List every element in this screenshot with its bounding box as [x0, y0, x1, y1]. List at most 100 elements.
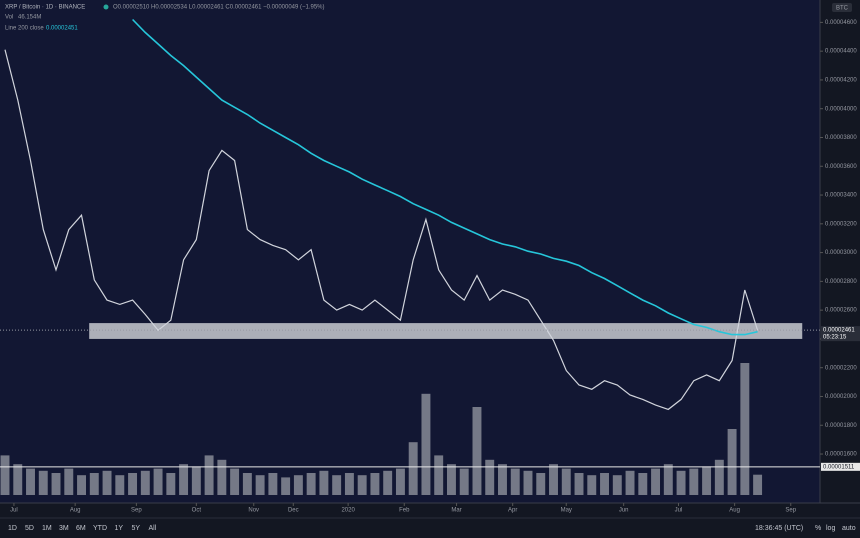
volume-bar [727, 429, 737, 495]
volume-bar [753, 474, 763, 495]
volume-bar [153, 468, 163, 495]
range-button[interactable]: 1Y [115, 525, 124, 532]
volume-bar [625, 470, 635, 495]
range-button[interactable]: 5D [25, 525, 34, 532]
x-tick-label: 2020 [341, 508, 355, 514]
volume-bar [89, 473, 99, 495]
volume-bar [612, 475, 622, 495]
y-tick-label: 0.00002800 [825, 279, 857, 285]
countdown: 05:23:15 [823, 335, 847, 341]
volume-bar [191, 466, 201, 495]
x-tick-label: Sep [785, 508, 796, 514]
option-button[interactable]: log [826, 525, 835, 532]
currency-badge [832, 3, 852, 12]
option-button[interactable]: % [815, 525, 821, 532]
clock: 18:36:45 (UTC) [755, 525, 803, 532]
ma-legend: Line 200 close [5, 26, 44, 32]
volume-bar [77, 475, 86, 495]
volume-bar [510, 468, 520, 495]
volume-bar [204, 455, 214, 495]
y-tick-label: 0.00002200 [825, 365, 857, 371]
price-line [4, 49, 759, 411]
volume-bar [64, 468, 74, 495]
symbol-title: XRP / Bitcoin · 1D · BINANCE [5, 5, 85, 11]
ohlc: O0.00002510 H0.00002534 L0.00002461 C0.0… [113, 5, 325, 11]
currency: BTC [836, 6, 849, 12]
range-button[interactable]: YTD [93, 525, 107, 532]
hline-label: 0.00001511 [823, 464, 855, 470]
volume-bar [651, 468, 661, 495]
volume-bar [344, 473, 354, 495]
volume-bar [26, 468, 35, 495]
support-zone [89, 323, 803, 339]
volume-bar [255, 475, 265, 495]
x-tick-label: Apr [508, 508, 517, 514]
volume-bar [306, 473, 316, 495]
volume-bar [319, 470, 329, 495]
y-tick-label: 0.00004600 [825, 20, 857, 26]
y-tick-label: 0.00003400 [825, 193, 857, 199]
status-dot [103, 4, 109, 10]
volume-bar [332, 475, 342, 495]
volume-bar [446, 464, 456, 495]
x-tick-label: Dec [288, 508, 299, 514]
volume-bar [293, 475, 303, 495]
range-button[interactable]: 5Y [132, 525, 141, 532]
volume-bar [638, 473, 648, 495]
volume-bar [536, 473, 546, 495]
volume-bar [38, 470, 48, 495]
volume-bar [421, 393, 431, 495]
y-tick-label: 0.00001800 [825, 423, 857, 429]
volume-bar [357, 475, 367, 495]
x-tick-label: Aug [70, 508, 81, 514]
y-tick-label: 0.00003000 [825, 250, 857, 256]
y-tick-label: 0.00002600 [825, 308, 857, 314]
volume-bar [179, 464, 189, 495]
volume-bar [714, 459, 724, 495]
range-button[interactable]: All [149, 525, 157, 532]
volume-bar [217, 459, 227, 495]
volume-bar [434, 455, 444, 495]
range-button[interactable]: 1D [8, 525, 17, 532]
volume-bar [128, 473, 138, 495]
volume-bar [370, 473, 380, 495]
range-button[interactable]: 3M [59, 525, 69, 532]
x-tick-label: Nov [248, 508, 259, 514]
y-tick-label: 0.00003600 [825, 164, 857, 170]
y-tick-label: 0.00003200 [825, 221, 857, 227]
volume-legend: Vol [5, 15, 13, 21]
range-button[interactable]: 6M [76, 525, 86, 532]
last-price-label: 0.00002461 [823, 328, 855, 334]
volume-bar [395, 468, 405, 495]
y-tick-label: 0.00004000 [825, 106, 857, 112]
volume-bar [600, 473, 609, 495]
y-tick-label: 0.00004200 [825, 78, 857, 84]
volume-bar [523, 470, 533, 495]
volume-bar [676, 470, 686, 495]
x-tick-label: Oct [192, 508, 202, 514]
volume-legend-value: 46.154M [18, 15, 41, 21]
option-button[interactable]: auto [842, 525, 856, 532]
plot-area [0, 0, 820, 503]
volume-bar [459, 468, 469, 495]
volume-bar [498, 464, 507, 495]
volume-bar [549, 464, 558, 495]
volume-bar [702, 466, 712, 495]
x-tick-label: Jul [10, 508, 18, 514]
x-tick-label: Sep [131, 508, 142, 514]
volume-bar [587, 475, 597, 495]
volume-bar [230, 468, 240, 495]
range-button[interactable]: 1M [42, 525, 52, 532]
y-tick-label: 0.00001600 [825, 452, 857, 458]
toolbar: 1D 5D 1M 3M 6M YTD 1Y 5Y All 18:36:45 (UTC)% log au… [8, 525, 856, 532]
volume-bar [408, 442, 418, 495]
volume-bar [472, 407, 482, 495]
volume-bar [0, 455, 10, 495]
last-price-bg [821, 326, 860, 342]
volume-bar [13, 464, 23, 495]
volume-bar [140, 470, 150, 495]
volume-bar [115, 475, 125, 495]
volume-bar [51, 473, 61, 495]
volume-bar [740, 363, 750, 495]
